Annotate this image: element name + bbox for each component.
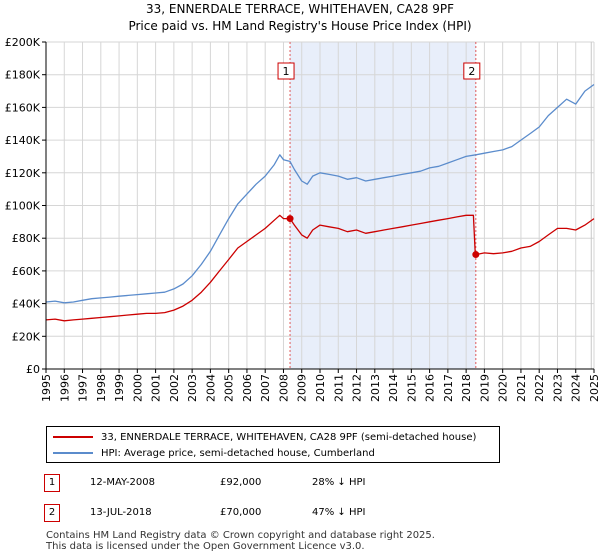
y-tick-label: £100K [5,200,41,213]
y-tick-label: £20K [12,330,41,343]
x-tick-label: 2001 [150,374,163,402]
legend-swatch-hpi [53,452,93,454]
x-tick-label: 2019 [478,374,491,402]
marker-box-label-2: 2 [468,65,475,78]
x-tick-label: 2015 [405,374,418,402]
footer-licence: This data is licensed under the Open Gov… [46,541,365,552]
x-tick-label: 2012 [351,374,364,402]
y-tick-label: £140K [5,134,41,147]
annotation-number-2: 2 [44,504,60,522]
legend-swatch-property [53,436,93,438]
chart-subtitle: Price paid vs. HM Land Registry's House … [128,19,472,33]
y-tick-label: £120K [5,167,41,180]
x-tick-label: 2016 [424,374,437,402]
chart-title: 33, ENNERDALE TERRACE, WHITEHAVEN, CA28 … [145,2,454,16]
x-tick-label: 2002 [168,374,181,402]
annotation-number-1: 1 [44,474,60,492]
annotation-date-2: 13-JUL-2018 [90,507,152,518]
x-tick-label: 2007 [259,374,272,402]
x-tick-label: 1998 [95,374,108,402]
x-tick-label: 1996 [58,374,71,402]
x-tick-label: 2024 [570,374,583,402]
x-tick-label: 1999 [113,374,126,402]
x-tick-label: 2020 [497,374,510,402]
annotation-hpi-2: 47% ↓ HPI [312,507,366,518]
x-tick-label: 2013 [369,374,382,402]
sale-point-2 [472,251,480,259]
annotation-price-2: £70,000 [220,507,262,518]
annotation-date-1: 12-MAY-2008 [90,477,156,488]
y-tick-label: £200K [5,36,41,49]
y-tick-label: £60K [12,265,41,278]
legend-entry-hpi: HPI: Average price, semi-detached house,… [53,445,375,461]
y-tick-label: £80K [12,232,41,245]
y-tick-label: £40K [12,298,41,311]
x-tick-label: 2017 [442,374,455,402]
x-tick-label: 2022 [533,374,546,402]
series-line-property [45,214,595,322]
x-tick-label: 2014 [387,374,400,402]
x-tick-label: 2010 [314,374,327,402]
x-tick-label: 2009 [296,374,309,402]
legend-entry-property: 33, ENNERDALE TERRACE, WHITEHAVEN, CA28 … [53,429,476,445]
legend: 33, ENNERDALE TERRACE, WHITEHAVEN, CA28 … [46,426,500,463]
x-tick-label: 2003 [186,374,199,402]
x-tick-label: 2023 [551,374,564,402]
x-tick-label: 1997 [77,374,90,402]
y-tick-label: £0 [26,363,40,376]
x-tick-label: 2000 [131,374,144,402]
legend-label-property: 33, ENNERDALE TERRACE, WHITEHAVEN, CA28 … [101,431,477,443]
x-tick-label: 2004 [204,374,217,402]
footer-copyright: Contains HM Land Registry data © Crown c… [46,530,435,541]
y-tick-label: £180K [5,69,41,82]
x-tick-label: 2006 [241,374,254,402]
x-tick-label: 1995 [40,374,53,402]
marker-box-label-1: 1 [283,65,290,78]
x-tick-label: 2011 [332,374,345,402]
y-tick-label: £160K [5,101,41,114]
sale-point-1 [286,215,294,223]
x-tick-label: 2018 [460,374,473,402]
price-chart: 1 2 £0 £20K £40K £60K £80K £100K £120K £140K £160K… [5,36,600,402]
annotation-price-1: £92,000 [220,477,262,488]
x-tick-label: 2005 [223,374,236,402]
series-line-hpi [45,83,595,304]
x-tick-label: 2025 [588,374,600,402]
marker-box-1 [277,62,295,80]
x-tick-label: 2008 [277,374,290,402]
annotation-hpi-1: 28% ↓ HPI [312,477,366,488]
legend-label-hpi: HPI: Average price, semi-detached house,… [101,447,375,459]
x-tick-label: 2021 [515,374,528,402]
marker-box-2 [463,62,481,80]
